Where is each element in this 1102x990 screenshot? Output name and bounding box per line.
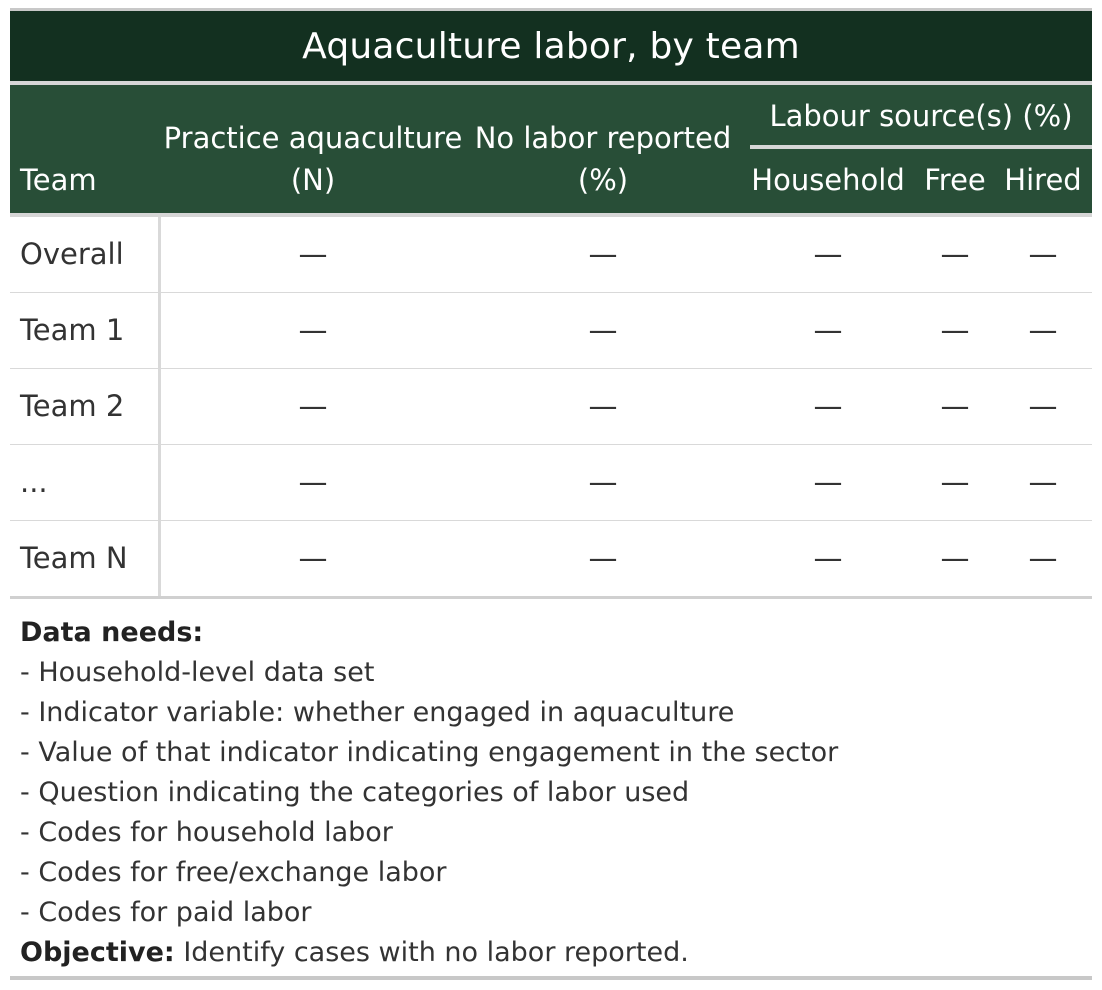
spanner-underline — [750, 145, 1092, 149]
table-title: Aquaculture labor, by team — [10, 11, 1092, 81]
title-divider — [10, 81, 1092, 85]
table-container: Aquaculture labor, by team Team Practice… — [10, 8, 1092, 973]
cell-practice: — — [298, 389, 328, 423]
col-header-team: Team — [20, 163, 97, 197]
cell-household: — — [813, 313, 843, 347]
table-row: Team 2 — — — — — — [10, 369, 1092, 445]
table-row: Team 1 — — — — — — [10, 293, 1092, 369]
stub-divider — [158, 445, 161, 520]
stub-divider — [158, 369, 161, 444]
stub-divider — [158, 217, 161, 293]
cell-nolabor: — — [588, 541, 618, 575]
col-header-practice-line1: Practice aquaculture — [163, 121, 463, 155]
cell-team: Team 2 — [20, 389, 125, 423]
stub-divider — [158, 293, 161, 368]
header-divider — [10, 213, 1092, 217]
data-need-item: - Indicator variable: whether engaged in… — [20, 697, 735, 728]
cell-household: — — [813, 541, 843, 575]
col-header-nolabor-line1: No labor reported — [474, 121, 732, 155]
data-need-item: - Codes for paid labor — [20, 897, 312, 928]
cell-household: — — [813, 465, 843, 499]
objective-line: Objective: Identify cases with no labor … — [20, 933, 1082, 973]
cell-free: — — [940, 389, 970, 423]
col-header-nolabor-line2: (%) — [577, 163, 629, 197]
top-rule — [10, 8, 1092, 11]
objective-label: Objective: — [20, 937, 175, 968]
cell-practice: — — [298, 541, 328, 575]
col-header-free: Free — [924, 163, 986, 197]
col-header-practice-line2: (N) — [290, 163, 336, 197]
col-header-household: Household — [751, 163, 905, 197]
cell-practice: — — [298, 465, 328, 499]
bottom-rule — [10, 976, 1092, 980]
cell-hired: — — [1028, 389, 1058, 423]
cell-hired: — — [1028, 313, 1058, 347]
col-header-nolabor: No labor reported (%) — [466, 117, 740, 201]
cell-hired: — — [1028, 541, 1058, 575]
cell-free: — — [940, 465, 970, 499]
cell-hired: — — [1028, 465, 1058, 499]
data-need-item: - Value of that indicator indicating eng… — [20, 737, 839, 768]
cell-household: — — [813, 389, 843, 423]
data-need-item: - Question indicating the categories of … — [20, 777, 690, 808]
data-needs-heading: Data needs: — [20, 617, 204, 648]
col-header-hired: Hired — [1004, 163, 1082, 197]
cell-nolabor: — — [588, 237, 618, 271]
cell-nolabor: — — [588, 465, 618, 499]
cell-household: — — [813, 237, 843, 271]
col-header-practice: Practice aquaculture (N) — [160, 117, 466, 201]
cell-team: Team 1 — [20, 313, 125, 347]
cell-practice: — — [298, 237, 328, 271]
data-need-item: - Codes for free/exchange labor — [20, 857, 447, 888]
body-bottom-rule — [10, 596, 1092, 599]
cell-free: — — [940, 313, 970, 347]
stub-divider — [158, 521, 161, 596]
table-row: Team N — — — — — — [10, 521, 1092, 596]
cell-practice: — — [298, 313, 328, 347]
data-need-item: - Codes for household labor — [20, 817, 393, 848]
table-row: Overall — — — — — — [10, 217, 1092, 293]
cell-free: — — [940, 541, 970, 575]
table-body: Overall — — — — — Team 1 — — — — — Team … — [10, 217, 1092, 596]
cell-nolabor: — — [588, 313, 618, 347]
cell-team: ... — [20, 465, 48, 499]
table-row: ... — — — — — — [10, 445, 1092, 521]
cell-nolabor: — — [588, 389, 618, 423]
cell-team: Team N — [20, 541, 128, 575]
cell-free: — — [940, 237, 970, 271]
col-spanner-labour-source: Labour source(s) (%) — [769, 99, 1073, 133]
table-footnotes: Data needs: - Household-level data set -… — [10, 599, 1092, 973]
column-header: Team Practice aquaculture (N) No labor r… — [10, 85, 1092, 213]
cell-team: Overall — [20, 237, 124, 271]
data-need-item: - Household-level data set — [20, 657, 375, 688]
cell-hired: — — [1028, 237, 1058, 271]
objective-text: Identify cases with no labor reported. — [174, 937, 689, 968]
